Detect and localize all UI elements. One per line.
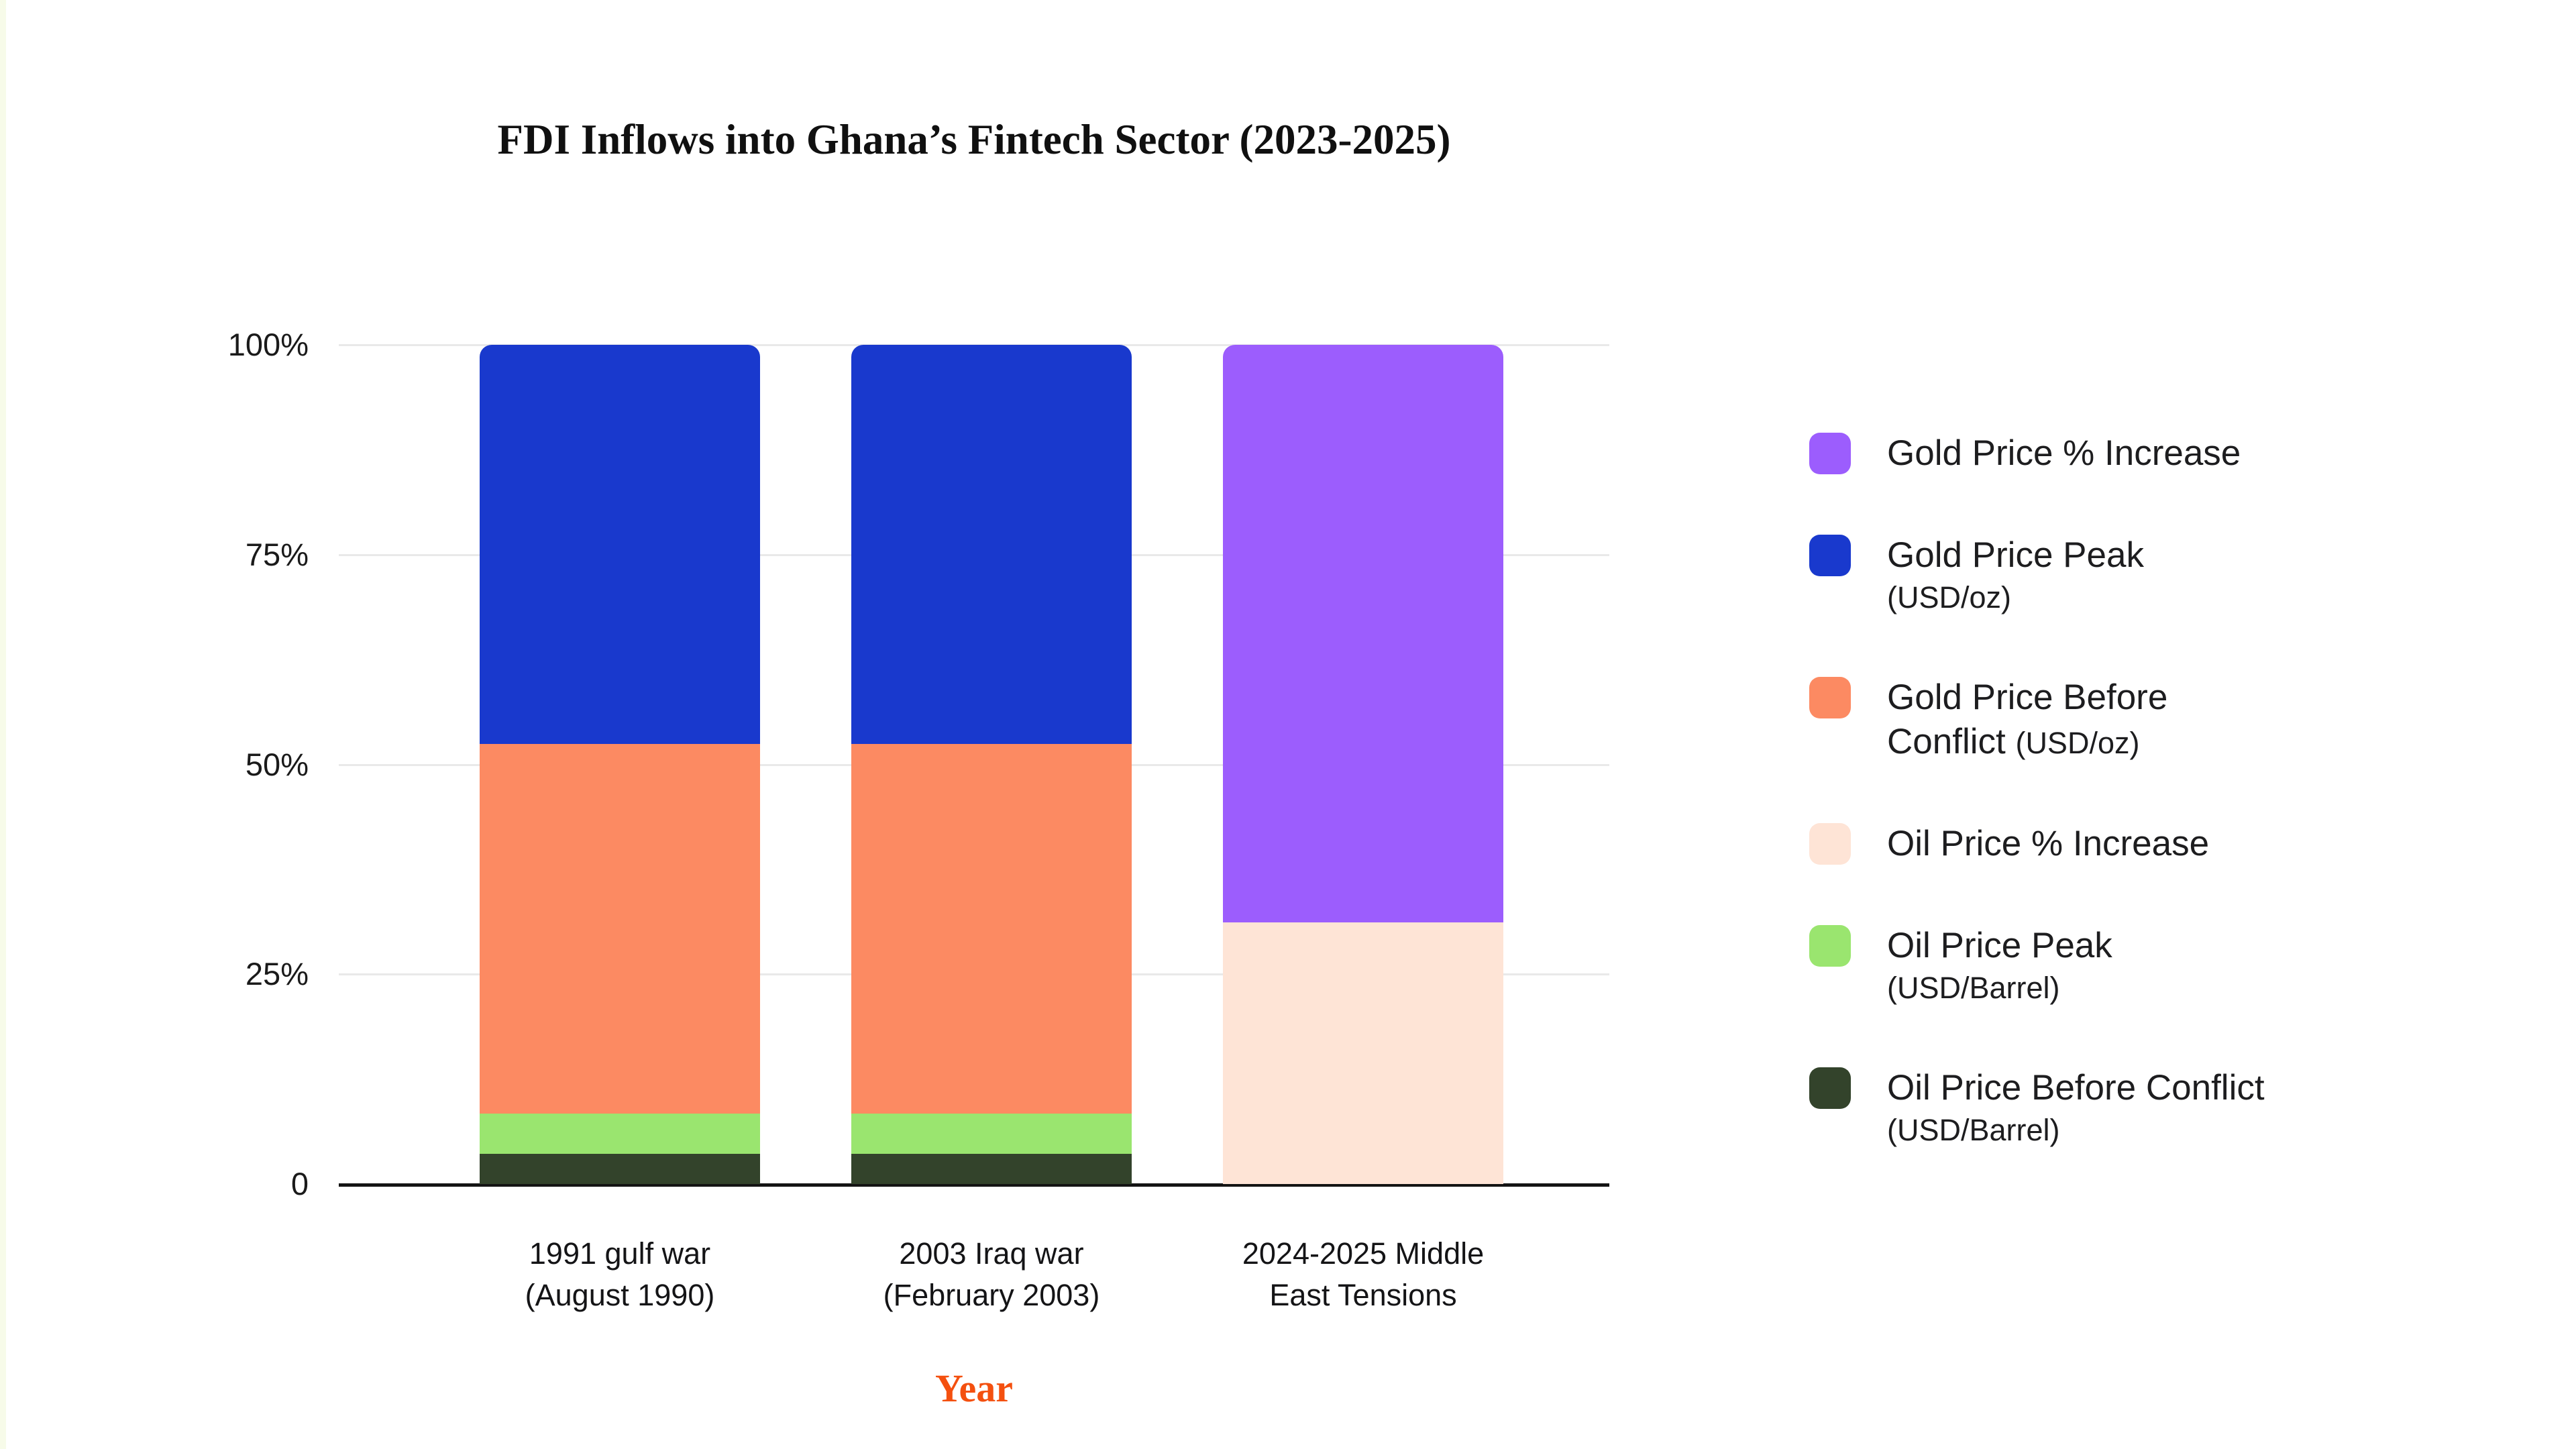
legend-label-text: Gold Price % Increase [1887, 433, 2241, 473]
bar-segment-oil-price-peak-usd-barrel[interactable] [851, 1113, 1132, 1154]
legend-label-line: Oil Price Peak [1887, 924, 2357, 968]
bar-2003-iraq-war-february-2003[interactable] [851, 345, 1132, 1184]
y-axis-tick-label: 0 [290, 1166, 309, 1201]
legend-label-text: Gold Price Before [1887, 678, 2168, 717]
legend-item-oil-price-peak[interactable]: Oil Price Peak (USD/Barrel) [1809, 924, 2357, 1008]
y-axis-tick-label: 100% [227, 327, 309, 362]
bar-segment-gold-price-before-conflict-usd-oz[interactable] [851, 744, 1132, 1114]
legend-sublabel: (USD/Barrel) [1887, 971, 2060, 1005]
legend-swatch-gold-price-pct-increase [1809, 433, 1851, 474]
bar-segment-oil-price-increase[interactable] [1223, 922, 1503, 1184]
bar-2024-2025-middle-east-tensions[interactable] [1223, 345, 1503, 1184]
legend-label: Oil Price % Increase [1887, 822, 2357, 866]
x-axis-tick-line: 1991 gulf war [529, 1236, 711, 1271]
legend-label-line: Gold Price % Increase [1887, 431, 2357, 476]
legend-label-line: (USD/oz) [1887, 578, 2357, 618]
page-edge-strip [0, 0, 6, 1449]
bar-1991-gulf-war-august-1990[interactable] [480, 345, 760, 1184]
legend-swatch-gold-price-peak [1809, 535, 1851, 576]
x-axis-tick-line: East Tensions [1269, 1278, 1457, 1312]
y-axis-tick-label: 25% [245, 956, 309, 992]
legend-label: Oil Price Before Conflict (USD/Barrel) [1887, 1066, 2357, 1150]
bar-segment-oil-price-peak-usd-barrel[interactable] [480, 1113, 760, 1154]
legend-label-line: Conflict (USD/oz) [1887, 720, 2357, 764]
x-axis-tick-label: 1991 gulf war (August 1990) [405, 1233, 835, 1316]
legend-label-text: Conflict [1887, 722, 2016, 761]
chart-title: FDI Inflows into Ghana’s Fintech Sector … [497, 116, 1451, 163]
legend: Gold Price % Increase Gold Price Peak (USD… [1809, 431, 2357, 1150]
x-axis-line [339, 1183, 1609, 1187]
x-axis-tick-label: 2024-2025 Middle East Tensions [1148, 1233, 1578, 1316]
legend-item-oil-price-pct-increase[interactable]: Oil Price % Increase [1809, 822, 2357, 866]
x-axis-tick-line: (August 1990) [525, 1278, 715, 1312]
legend-label-text: Gold Price Peak [1887, 535, 2144, 575]
x-axis-title: Year [935, 1366, 1013, 1410]
legend-label-text: Oil Price Peak [1887, 926, 2112, 965]
legend-label-line: Oil Price Before Conflict [1887, 1066, 2357, 1110]
x-axis-tick-line: 2024-2025 Middle [1242, 1236, 1485, 1271]
legend-label-text: Oil Price % Increase [1887, 824, 2210, 863]
legend-label-line: Oil Price % Increase [1887, 822, 2357, 866]
bar-segment-gold-price-before-conflict-usd-oz[interactable] [480, 744, 760, 1114]
y-axis-tick-label: 50% [245, 746, 309, 782]
legend-label: Gold Price Peak (USD/oz) [1887, 533, 2357, 618]
x-axis-tick-label: 2003 Iraq war (February 2003) [777, 1233, 1206, 1316]
legend-label: Gold Price Before Conflict (USD/oz) [1887, 676, 2357, 764]
legend-label-text: Oil Price Before Conflict [1887, 1068, 2265, 1108]
legend-swatch-gold-price-before-conflict [1809, 677, 1851, 718]
legend-label-line: (USD/Barrel) [1887, 1110, 2357, 1150]
legend-item-gold-price-pct-increase[interactable]: Gold Price % Increase [1809, 431, 2357, 476]
y-axis-tick-label: 75% [245, 536, 309, 572]
legend-swatch-oil-price-pct-increase [1809, 823, 1851, 865]
legend-sublabel: (USD/Barrel) [1887, 1113, 2060, 1147]
x-axis-tick-line: 2003 Iraq war [899, 1236, 1084, 1271]
legend-item-oil-price-before-conflict[interactable]: Oil Price Before Conflict (USD/Barrel) [1809, 1066, 2357, 1150]
bar-segment-oil-price-before-conflict-usd-barrel[interactable] [480, 1153, 760, 1184]
legend-swatch-oil-price-peak [1809, 925, 1851, 967]
legend-label: Oil Price Peak (USD/Barrel) [1887, 924, 2357, 1008]
legend-swatch-oil-price-before-conflict [1809, 1067, 1851, 1109]
bar-segment-gold-price-increase[interactable] [1223, 345, 1503, 922]
legend-label-line: Gold Price Peak [1887, 533, 2357, 578]
legend-sublabel: (USD/oz) [2015, 726, 2140, 760]
legend-item-gold-price-peak[interactable]: Gold Price Peak (USD/oz) [1809, 533, 2357, 618]
bar-segment-oil-price-before-conflict-usd-barrel[interactable] [851, 1153, 1132, 1184]
legend-label-line: Gold Price Before [1887, 676, 2357, 720]
plot-area [339, 344, 1609, 1187]
legend-sublabel: (USD/oz) [1887, 580, 2012, 614]
legend-item-gold-price-before-conflict[interactable]: Gold Price Before Conflict (USD/oz) [1809, 676, 2357, 764]
x-axis-tick-line: (February 2003) [883, 1278, 1100, 1312]
bar-segment-gold-price-peak-usd-oz[interactable] [480, 345, 760, 745]
legend-label: Gold Price % Increase [1887, 431, 2357, 476]
bar-segment-gold-price-peak-usd-oz[interactable] [851, 345, 1132, 745]
legend-label-line: (USD/Barrel) [1887, 968, 2357, 1008]
